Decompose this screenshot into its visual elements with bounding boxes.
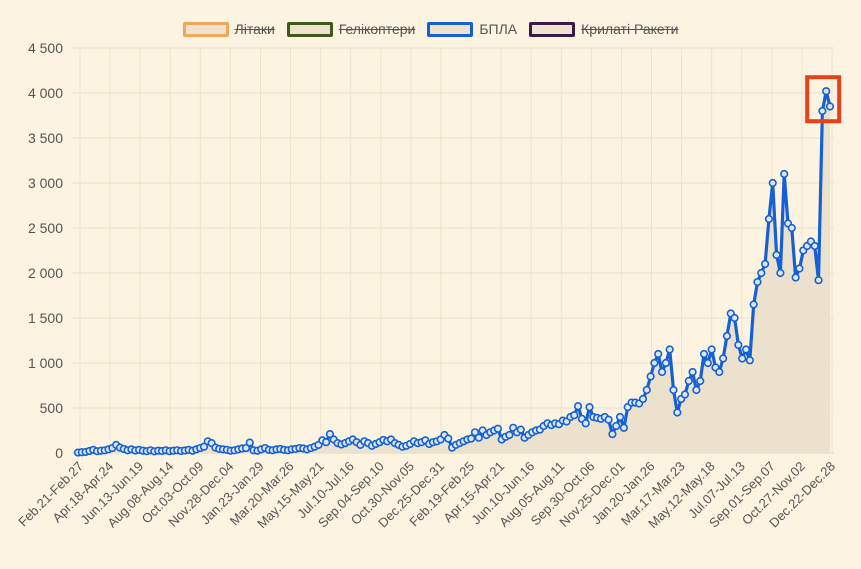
data-point[interactable]: [692, 385, 701, 395]
y-tick-label: 4 500: [28, 40, 63, 56]
data-point[interactable]: [669, 385, 678, 395]
y-tick-label: 1 000: [28, 355, 63, 371]
data-point[interactable]: [505, 430, 514, 440]
legend-label: Літаки: [234, 21, 275, 37]
data-point[interactable]: [199, 442, 209, 451]
legend-swatch: [182, 21, 229, 37]
data-point[interactable]: [745, 356, 754, 365]
data-point[interactable]: [753, 277, 762, 287]
x-axis: Feb.21-Feb.27Apr.18-Apr.24Jun.13-Jun.19A…: [15, 452, 838, 531]
data-point[interactable]: [818, 106, 827, 116]
data-point[interactable]: [570, 411, 579, 420]
data-point[interactable]: [665, 345, 674, 354]
data-point[interactable]: [688, 367, 697, 377]
data-point[interactable]: [516, 425, 525, 434]
data-point[interactable]: [615, 412, 625, 422]
data-point[interactable]: [241, 443, 251, 453]
data-point[interactable]: [730, 313, 739, 323]
data-point[interactable]: [638, 394, 648, 404]
data-point[interactable]: [772, 250, 781, 260]
peak-highlight-box: [805, 75, 842, 124]
data-point[interactable]: [608, 430, 617, 439]
chart-legend: Літаки Гелікоптери БПЛА Крилаті Ракети: [0, 17, 861, 41]
data-point[interactable]: [661, 358, 670, 368]
legend-swatch: [427, 21, 474, 37]
legend-swatch: [529, 21, 576, 37]
data-point[interactable]: [707, 345, 716, 354]
data-point[interactable]: [757, 268, 766, 278]
legend-item[interactable]: Крилаті Ракети: [529, 21, 678, 37]
y-tick-label: 2 000: [28, 265, 63, 281]
data-point[interactable]: [741, 345, 751, 354]
legend-item[interactable]: Гелікоптери: [286, 21, 416, 37]
data-point[interactable]: [780, 169, 789, 179]
data-point[interactable]: [810, 241, 819, 251]
data-point[interactable]: [696, 376, 705, 386]
data-point[interactable]: [761, 259, 770, 269]
legend-label: БПЛА: [479, 21, 518, 37]
data-point[interactable]: [749, 300, 758, 309]
y-tick-label: 4 000: [28, 85, 63, 101]
data-point[interactable]: [673, 408, 682, 417]
data-point[interactable]: [787, 223, 796, 233]
data-point[interactable]: [825, 102, 835, 111]
data-point[interactable]: [474, 433, 483, 442]
legend-label: Крилаті Ракети: [581, 21, 679, 37]
data-point[interactable]: [646, 372, 655, 381]
data-point[interactable]: [619, 423, 628, 432]
data-point[interactable]: [322, 438, 331, 447]
data-point[interactable]: [581, 419, 590, 428]
data-point[interactable]: [604, 415, 613, 424]
data-point[interactable]: [814, 276, 823, 285]
y-tick-label: 3 500: [28, 130, 63, 146]
data-point[interactable]: [719, 354, 728, 363]
y-tick-label: 3 000: [28, 175, 63, 191]
data-point[interactable]: [493, 424, 502, 433]
y-tick-label: 0: [55, 445, 63, 461]
data-point[interactable]: [585, 403, 594, 412]
data-point[interactable]: [715, 367, 724, 377]
data-point[interactable]: [470, 428, 480, 437]
data-point[interactable]: [738, 354, 747, 363]
data-point[interactable]: [325, 430, 335, 439]
legend-swatch: [286, 21, 333, 37]
y-tick-label: 2 500: [28, 220, 63, 236]
data-point[interactable]: [467, 434, 476, 443]
data-point[interactable]: [612, 421, 621, 431]
data-point[interactable]: [680, 390, 690, 399]
data-point[interactable]: [657, 367, 667, 377]
series-points: [73, 87, 835, 457]
data-point[interactable]: [654, 349, 663, 359]
data-point[interactable]: [764, 214, 774, 224]
data-point[interactable]: [684, 376, 693, 386]
data-point[interactable]: [768, 178, 777, 188]
data-point[interactable]: [791, 273, 800, 282]
data-point[interactable]: [650, 358, 659, 368]
data-point[interactable]: [734, 340, 743, 350]
data-point[interactable]: [776, 268, 785, 278]
y-tick-label: 1 500: [28, 310, 63, 326]
data-point[interactable]: [245, 438, 254, 447]
data-point[interactable]: [822, 87, 831, 96]
data-point[interactable]: [699, 349, 709, 359]
legend-label: Гелікоптери: [338, 21, 416, 37]
data-point[interactable]: [444, 434, 453, 443]
data-point[interactable]: [642, 385, 651, 395]
legend-item[interactable]: Літаки: [182, 21, 275, 37]
legend-item[interactable]: БПЛА: [427, 21, 517, 37]
y-axis: 0 500 1 000 1 500 2 000 2 500 3 000 3 500 4 000 4…: [28, 40, 63, 461]
data-point[interactable]: [703, 358, 712, 368]
data-point[interactable]: [722, 331, 732, 341]
series-area-fill: [78, 91, 830, 453]
data-point[interactable]: [573, 402, 583, 411]
data-point[interactable]: [795, 264, 804, 273]
y-tick-label: 500: [40, 400, 64, 416]
